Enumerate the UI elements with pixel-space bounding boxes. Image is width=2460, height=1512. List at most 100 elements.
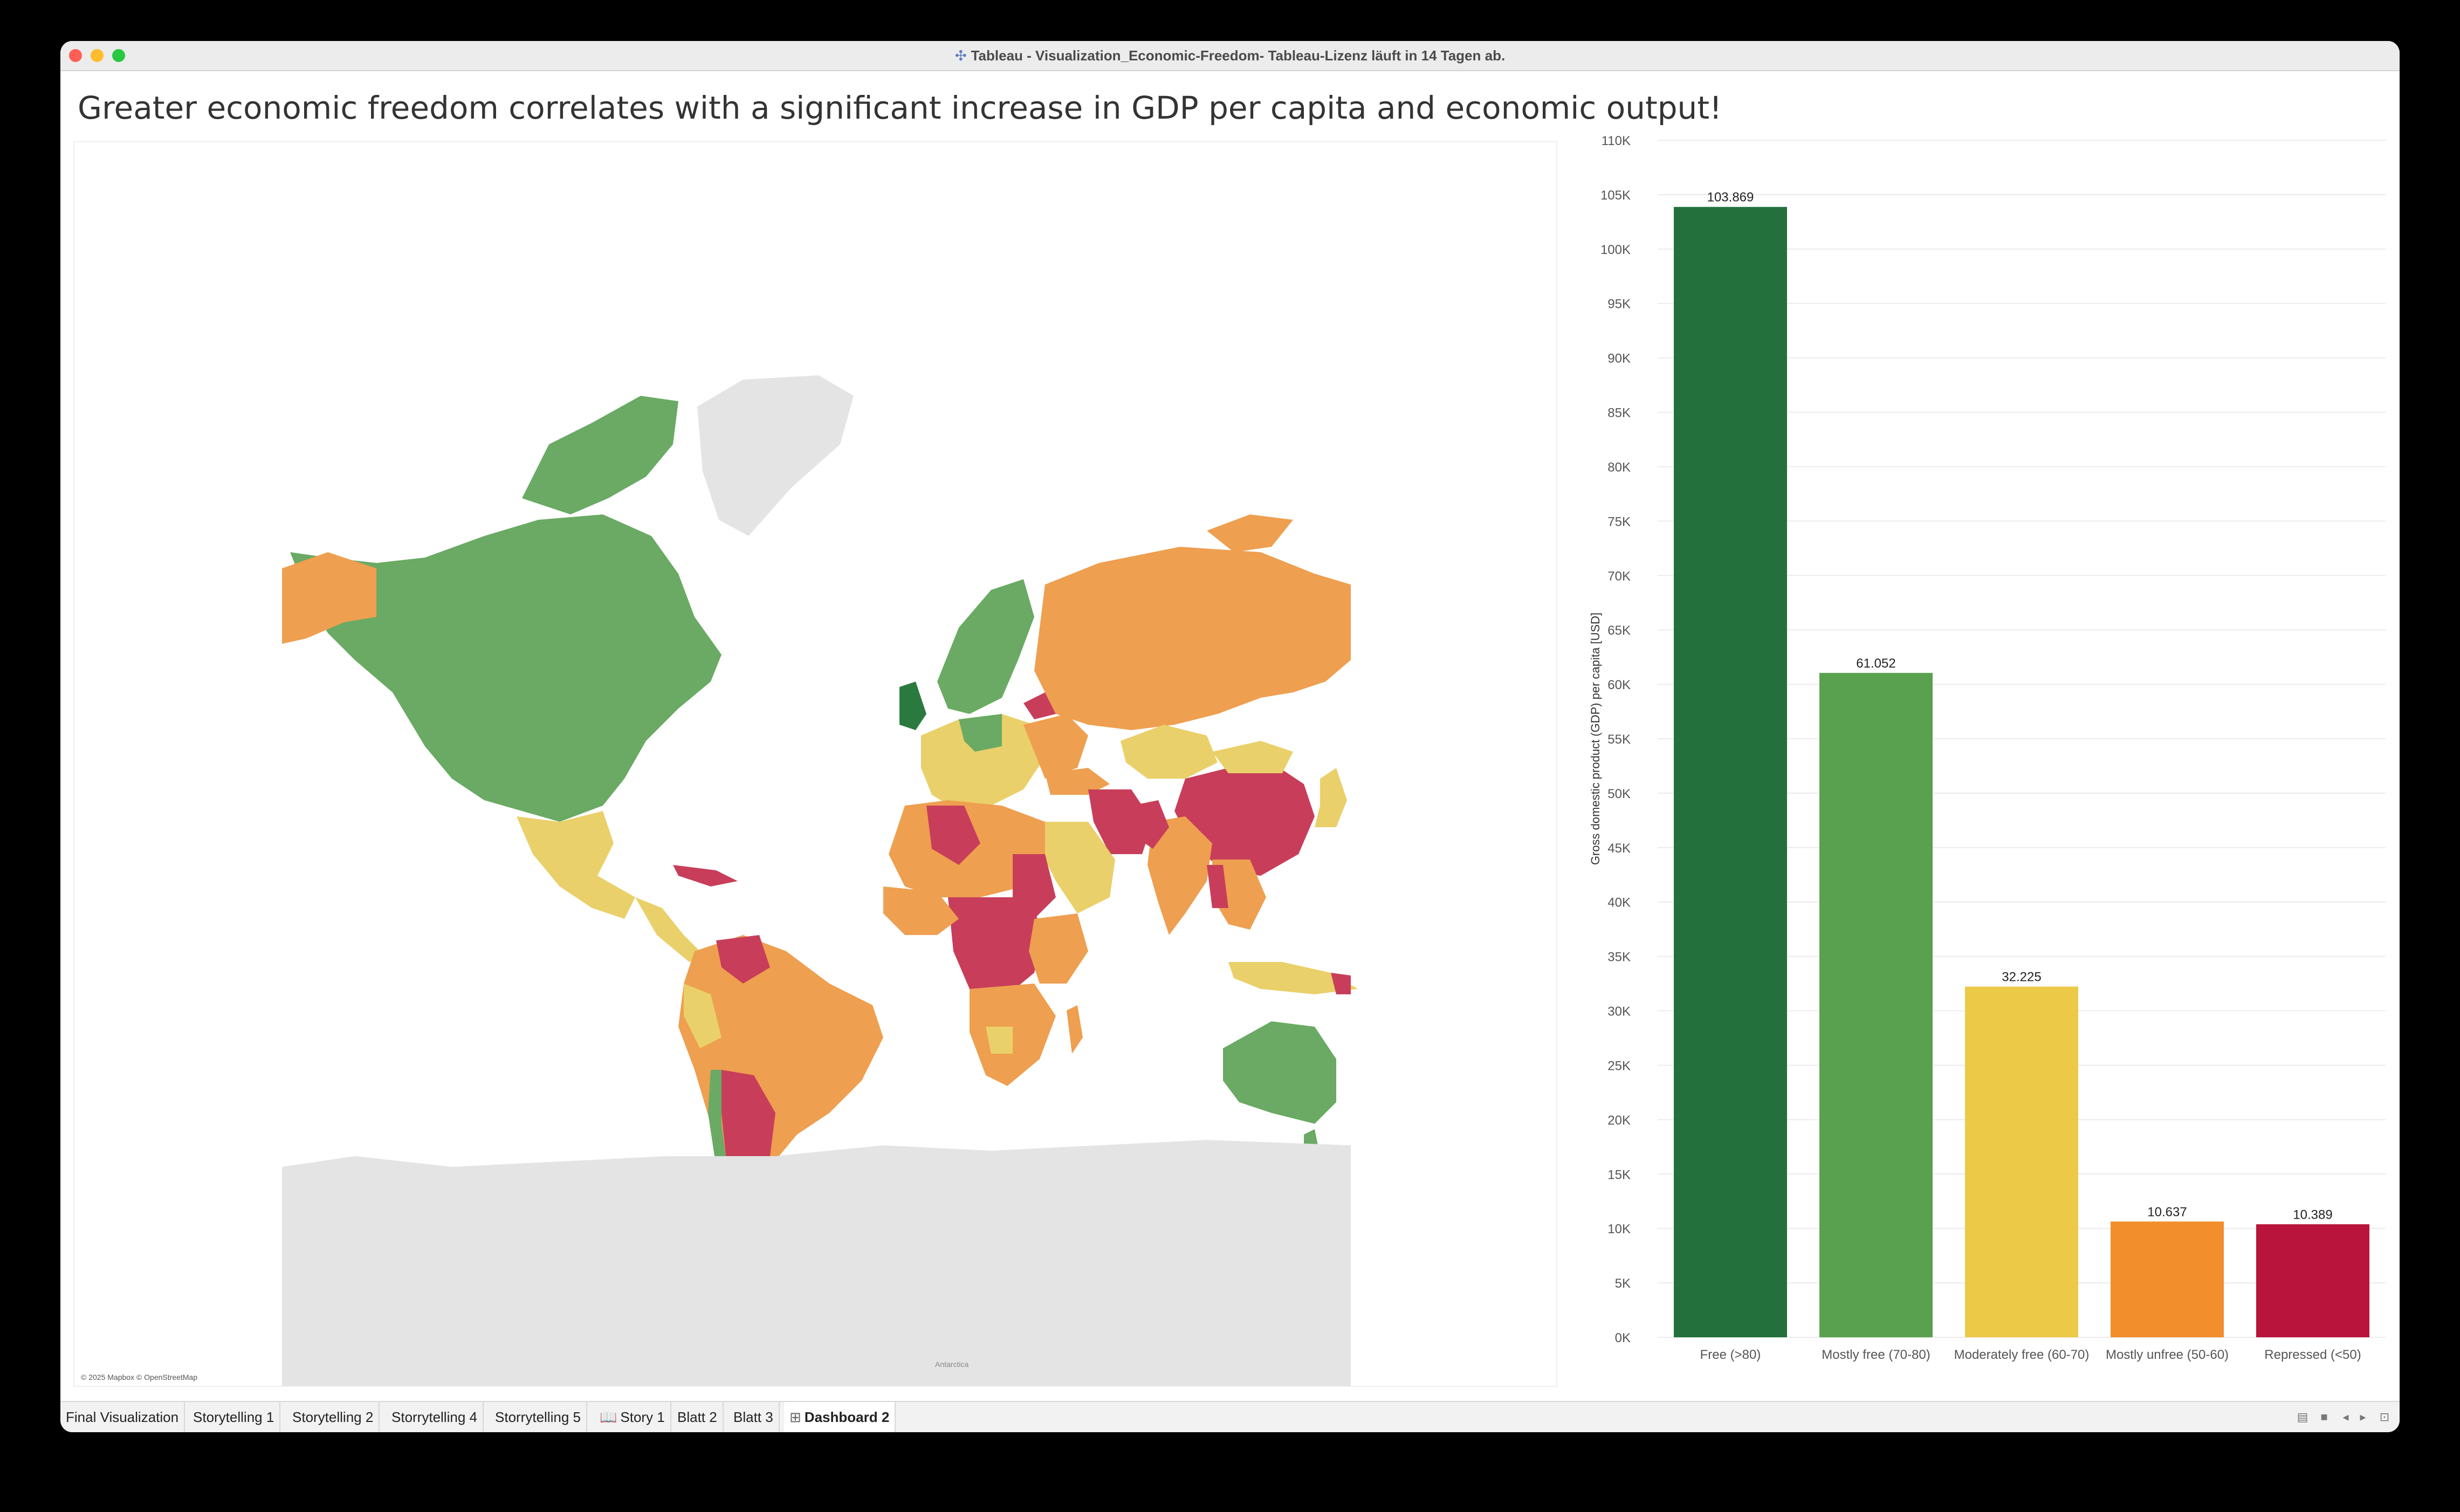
bar[interactable]	[1819, 672, 1933, 1337]
east-africa-region	[1029, 913, 1088, 984]
tab-label: Blatt 3	[733, 1409, 773, 1425]
bar-data-label: 103.869	[1707, 190, 1754, 205]
tile-icon[interactable]: ■	[2320, 1410, 2328, 1424]
tab-label: Storytelling 2	[292, 1409, 374, 1425]
central-europe-region	[959, 714, 1002, 752]
y-tick-label: 80K	[1607, 460, 1631, 475]
y-tick-label: 30K	[1607, 1005, 1631, 1019]
bar-data-label: 32.225	[2002, 970, 2041, 985]
myanmar-region	[1207, 865, 1228, 908]
tab-label: Storrytelling 4	[391, 1409, 477, 1425]
y-tick-label: 95K	[1607, 297, 1631, 312]
presentation-icon[interactable]: ⊡	[2379, 1410, 2390, 1424]
y-tick-label: 25K	[1607, 1059, 1631, 1073]
y-tick-label: 45K	[1607, 841, 1631, 856]
world-map[interactable]: Antarctica © 2025 Mapbox © OpenStreetMap	[73, 141, 1557, 1387]
india-region	[1147, 816, 1212, 935]
greenland-region	[697, 375, 854, 536]
tab-storrytelling-5[interactable]: Storrytelling 5	[490, 1402, 587, 1432]
y-tick-label: 90K	[1607, 352, 1631, 366]
central-africa-region	[948, 897, 1045, 1000]
sheet-tab-bar: Final Visualization Storytelling 1 Storyte…	[60, 1401, 2400, 1432]
bar[interactable]	[1674, 207, 1787, 1337]
app-window: ✣ Tableau - Visualization_Economic-Freedo…	[60, 41, 2400, 1432]
y-tick-label: 70K	[1607, 569, 1631, 583]
antarctica-region	[282, 1140, 1351, 1386]
maximize-window-button[interactable]	[112, 49, 125, 62]
west-africa-region	[883, 886, 959, 935]
close-window-button[interactable]	[69, 49, 82, 62]
tableau-logo-icon: ✣	[954, 47, 967, 64]
y-tick-label: 65K	[1607, 623, 1631, 638]
peru-region	[684, 984, 721, 1048]
x-category-label: Mostly free (70-80)	[1822, 1348, 1930, 1362]
chile-region	[708, 1070, 738, 1215]
tab-label: Dashboard 2	[804, 1409, 890, 1425]
tab-story-1[interactable]: 📖 Story 1	[594, 1402, 671, 1432]
australia-region	[1223, 1021, 1336, 1124]
tab-blatt-3[interactable]: Blatt 3	[728, 1402, 780, 1432]
tab-label: Storytelling 1	[193, 1409, 274, 1425]
bar[interactable]	[2111, 1221, 2224, 1337]
y-tick-label: 110K	[1602, 134, 1631, 148]
y-tick-label: 75K	[1607, 514, 1631, 529]
mongolia-region	[1212, 741, 1293, 773]
y-tick-label: 15K	[1607, 1167, 1631, 1182]
indonesia-region	[1228, 962, 1358, 994]
tab-dashboard-2[interactable]: ⊞ Dashboard 2	[784, 1402, 896, 1432]
filmstrip-icon[interactable]: ▤	[2297, 1410, 2308, 1424]
x-category-label: Mostly unfree (50-60)	[2106, 1348, 2229, 1362]
y-tick-label: 60K	[1607, 678, 1631, 692]
caribbean-region	[673, 865, 738, 886]
y-tick-label: 100K	[1600, 243, 1631, 257]
russia-region	[1034, 547, 1351, 730]
title-bar[interactable]: ✣ Tableau - Visualization_Economic-Freedo…	[60, 41, 2400, 71]
y-tick-label: 55K	[1607, 732, 1631, 747]
belarus-region	[1023, 692, 1056, 719]
y-tick-label: 105K	[1600, 188, 1631, 203]
bar-data-label: 10.637	[2147, 1205, 2187, 1219]
tab-label: Blatt 2	[677, 1409, 717, 1425]
botswana-region	[986, 1027, 1013, 1054]
mexico-region	[517, 811, 635, 919]
japan-korea-region	[1315, 768, 1347, 827]
y-tick-label: 5K	[1615, 1276, 1631, 1291]
minimize-window-button[interactable]	[91, 49, 104, 62]
bar[interactable]	[2256, 1224, 2369, 1337]
bar[interactable]	[1965, 986, 2078, 1337]
dashboard-title: Greater economic freedom correlates with…	[78, 90, 1722, 126]
x-category-label: Moderately free (60-70)	[1954, 1348, 2090, 1362]
next-sheet-icon[interactable]: ▸	[2360, 1410, 2366, 1424]
gdp-bar-chart[interactable]: 0K 5K 10K 15K 20K 25K 30K 35K 40K 45K 50K 55K 60K 65K…	[1577, 127, 2400, 1421]
tab-label: Storrytelling 5	[495, 1409, 581, 1425]
map-credit: © 2025 Mapbox © OpenStreetMap	[81, 1373, 197, 1382]
book-icon: 📖	[600, 1409, 617, 1425]
bar-data-label: 61.052	[1856, 656, 1895, 671]
prev-sheet-icon[interactable]: ◂	[2342, 1410, 2349, 1424]
algeria-region	[926, 806, 980, 865]
y-tick-label: 50K	[1607, 787, 1631, 801]
tab-storytelling-1[interactable]: Storytelling 1	[188, 1402, 281, 1432]
madagascar-region	[1067, 1005, 1083, 1054]
turkey-region	[1045, 768, 1110, 795]
alaska-region	[282, 552, 376, 644]
kazakhstan-region	[1121, 725, 1218, 779]
y-tick-label: 35K	[1607, 950, 1631, 965]
x-category-label: Free (>80)	[1700, 1348, 1761, 1362]
y-tick-label: 0K	[1615, 1331, 1631, 1345]
y-tick-label: 20K	[1607, 1113, 1631, 1128]
tab-final-visualization[interactable]: Final Visualization	[60, 1402, 185, 1432]
uk-ireland-region	[899, 682, 926, 730]
y-axis-label: Gross domestic product (GDP) per capita …	[1589, 613, 1602, 865]
tab-label: Final Visualization	[66, 1409, 179, 1425]
scandinavia-region	[937, 579, 1034, 714]
tab-blatt-2[interactable]: Blatt 2	[672, 1402, 724, 1432]
tab-storytelling-2[interactable]: Storytelling 2	[287, 1402, 380, 1432]
tab-storrytelling-4[interactable]: Storrytelling 4	[386, 1402, 484, 1432]
y-tick-label: 85K	[1607, 406, 1631, 421]
grid-icon: ⊞	[789, 1409, 801, 1425]
map-canvas[interactable]	[74, 142, 1556, 1386]
central-america-region	[635, 897, 705, 962]
window-title: ✣ Tableau - Visualization_Economic-Freedo…	[954, 47, 1506, 64]
eastern-europe-region	[1023, 714, 1088, 779]
